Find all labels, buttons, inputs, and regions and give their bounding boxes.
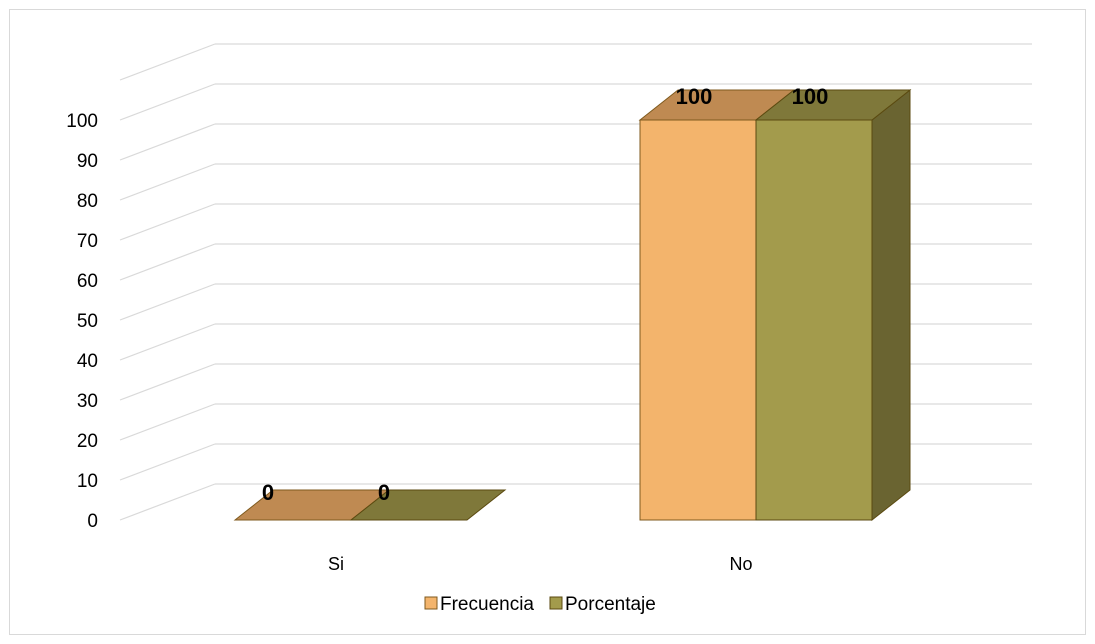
gridline-diagonal bbox=[119, 323, 216, 361]
gridline-diagonal bbox=[119, 163, 216, 201]
y-tick-label: 50 bbox=[77, 311, 98, 332]
gridline-diagonal bbox=[119, 443, 216, 481]
gridline-diagonal bbox=[119, 243, 216, 281]
gridline-diagonal bbox=[119, 403, 216, 441]
data-label: 100 bbox=[792, 84, 829, 109]
gridline-diagonal bbox=[119, 363, 216, 401]
y-tick-label: 70 bbox=[77, 231, 98, 252]
gridline-diagonal bbox=[119, 203, 216, 241]
gridline-diagonal bbox=[119, 123, 216, 161]
legend: Frecuencia Porcentaje bbox=[424, 594, 656, 615]
y-tick-label: 0 bbox=[87, 511, 98, 532]
chart-frame: 0 10 20 30 40 50 60 70 80 90 100 0 0 100 100 Si No Fre… bbox=[9, 9, 1086, 635]
y-axis: 0 10 20 30 40 50 60 70 80 90 100 bbox=[66, 111, 98, 532]
bar-top bbox=[754, 89, 912, 121]
gridline-diagonal bbox=[119, 83, 216, 121]
data-labels-layer: 0 0 100 100 bbox=[262, 84, 828, 505]
bar-front bbox=[639, 119, 757, 521]
data-label: 0 bbox=[378, 480, 390, 505]
bar-si-porcentaje bbox=[349, 489, 507, 521]
y-tick-label: 10 bbox=[77, 471, 98, 492]
gridline-diagonal bbox=[119, 283, 216, 321]
y-tick-label: 20 bbox=[77, 431, 98, 452]
legend-label: Frecuencia bbox=[440, 594, 534, 615]
y-tick-label: 30 bbox=[77, 391, 98, 412]
data-label: 0 bbox=[262, 480, 274, 505]
bar-no-porcentaje bbox=[754, 88, 912, 522]
bar-top bbox=[349, 489, 507, 521]
bar-side bbox=[871, 88, 911, 522]
bar-chart-3d: 0 10 20 30 40 50 60 70 80 90 100 0 0 100 100 Si No Fre… bbox=[66, 43, 1032, 615]
y-tick-label: 80 bbox=[77, 191, 98, 212]
gridline-diagonal bbox=[119, 483, 216, 521]
y-tick-label: 60 bbox=[77, 271, 98, 292]
y-tick-label: 90 bbox=[77, 151, 98, 172]
bar-front bbox=[755, 119, 873, 521]
y-tick-label: 100 bbox=[66, 111, 98, 132]
x-axis: Si No bbox=[328, 554, 753, 574]
data-label: 100 bbox=[676, 84, 713, 109]
x-tick-label: No bbox=[729, 554, 752, 574]
legend-swatch bbox=[424, 596, 438, 610]
bar-no-frecuencia bbox=[638, 89, 796, 521]
x-tick-label: Si bbox=[328, 554, 344, 574]
bars-layer bbox=[233, 88, 912, 522]
y-tick-label: 40 bbox=[77, 351, 98, 372]
gridline-diagonal bbox=[119, 43, 216, 81]
legend-swatch bbox=[549, 596, 563, 610]
legend-label: Porcentaje bbox=[565, 594, 656, 615]
